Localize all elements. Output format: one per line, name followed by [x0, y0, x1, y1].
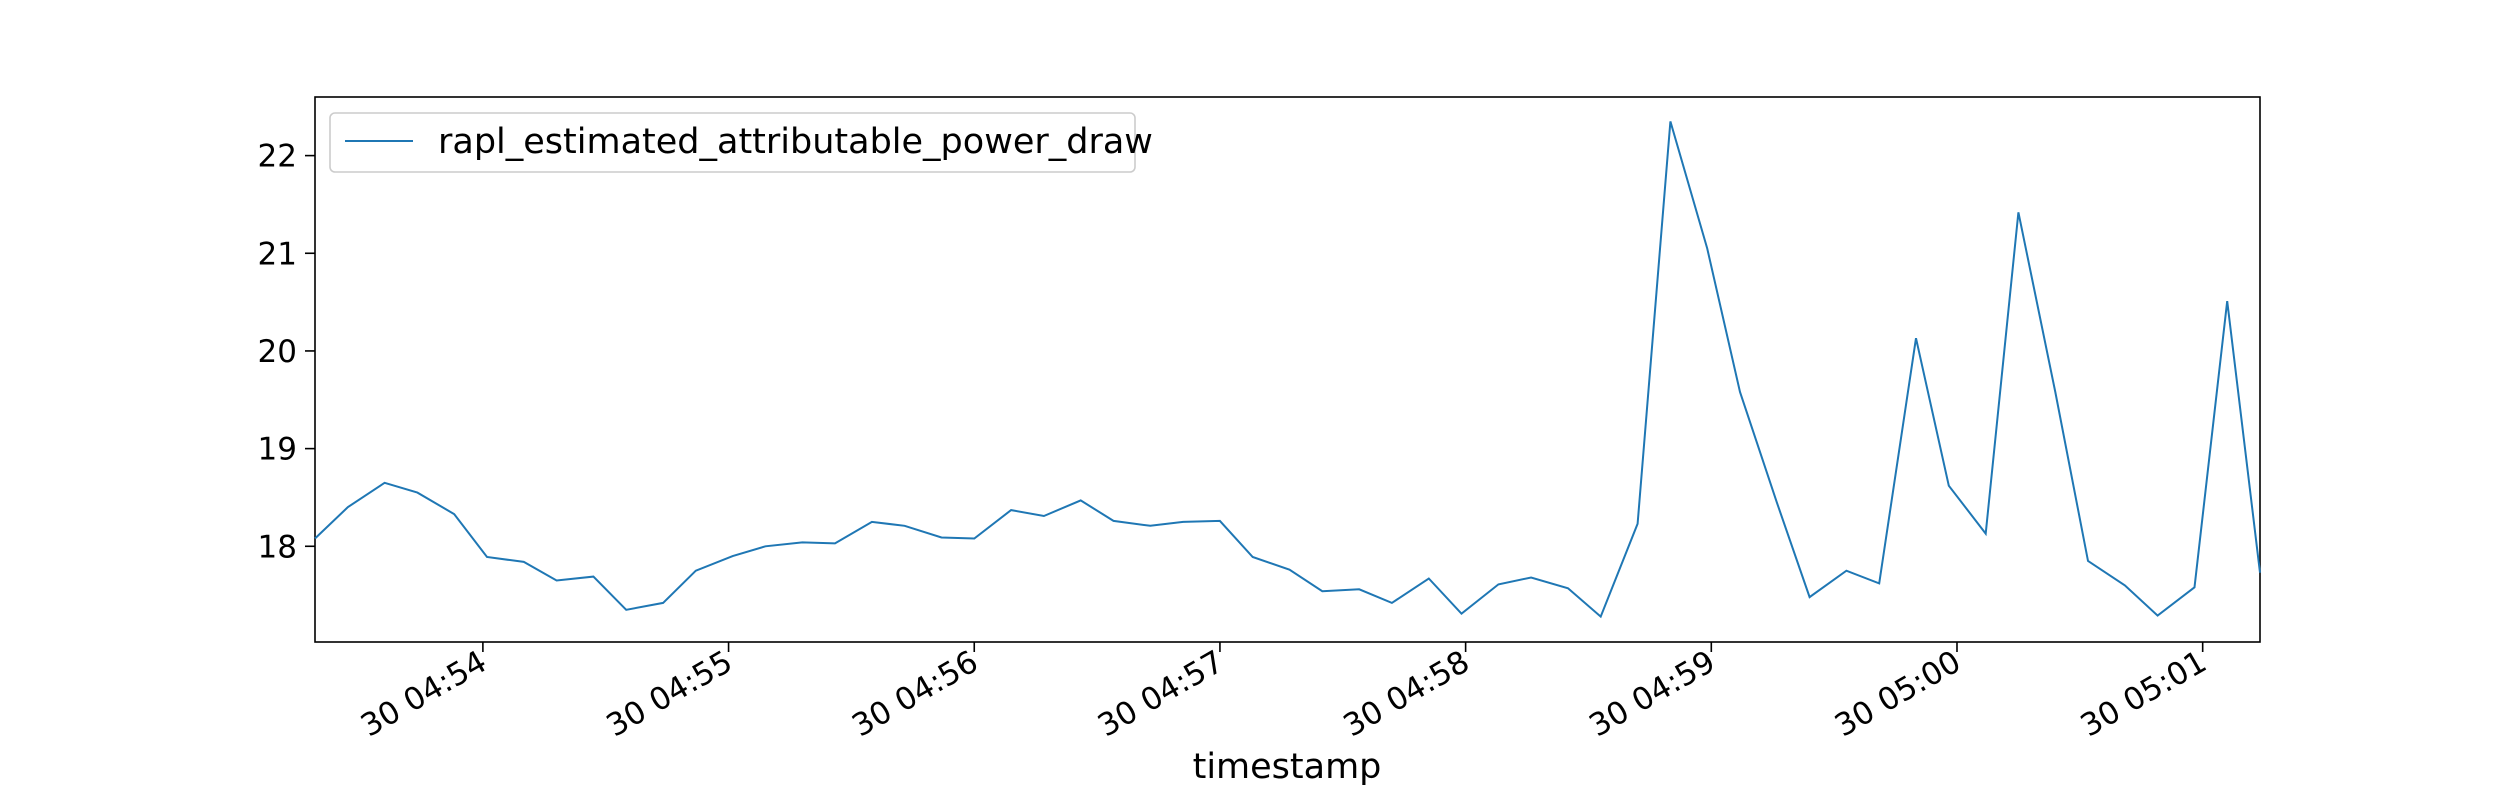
x-tick-label: 30 05:01: [2075, 644, 2213, 744]
x-axis-ticks: 30 04:54 30 04:55 30 04:56 30 04:57 30 04:58…: [355, 642, 2213, 744]
plot-area-frame: [314, 96, 2261, 643]
series-line-rapl-estimated-attributable-power-draw: [314, 121, 2261, 619]
x-tick-label: 30 04:55: [601, 644, 739, 744]
x-tick-label: 30 04:56: [846, 644, 984, 744]
x-tick-label: 30 04:58: [1338, 644, 1476, 744]
legend-frame: [329, 112, 1136, 173]
legend-label: rapl_estimated_attributable_power_draw: [438, 122, 1153, 162]
y-tick-label: 22: [258, 139, 297, 175]
x-tick-label: 30 04:54: [355, 644, 493, 744]
y-tick-label: 19: [258, 432, 297, 468]
y-tick-label: 20: [258, 334, 297, 370]
y-tick-label: 21: [258, 236, 297, 272]
x-tick-label: 30 04:57: [1092, 644, 1230, 744]
x-axis-label: timestamp: [1193, 747, 1382, 787]
y-tick-label: 18: [258, 529, 297, 565]
x-tick-label: 30 05:00: [1829, 644, 1967, 744]
y-axis-ticks: 18 19 20 21 22: [258, 139, 315, 565]
x-tick-label: 30 04:59: [1583, 644, 1721, 744]
legend: rapl_estimated_attributable_power_draw: [329, 112, 1153, 173]
